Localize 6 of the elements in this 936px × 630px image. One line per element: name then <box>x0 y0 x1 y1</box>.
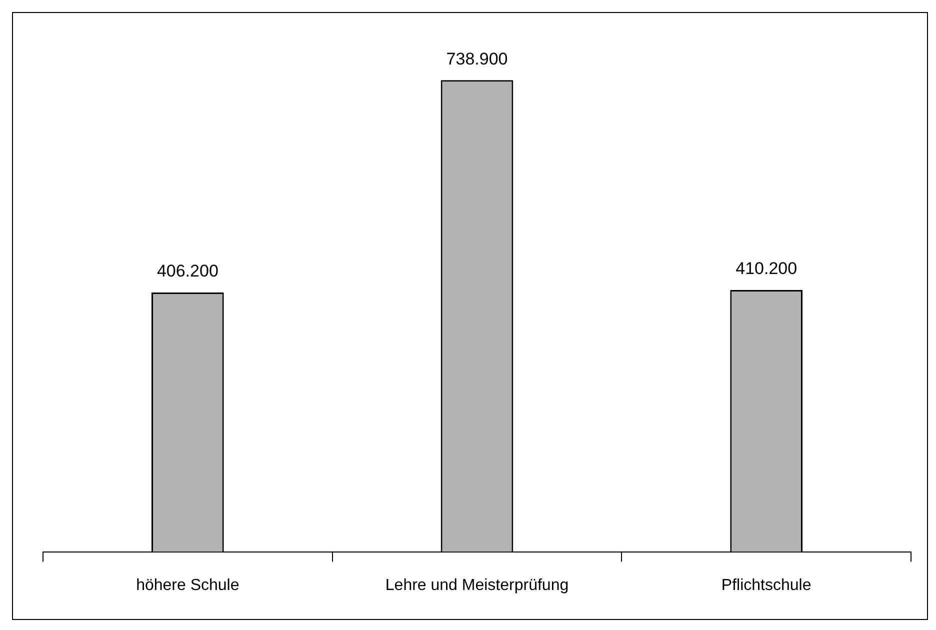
data-label: 406.200 <box>156 262 218 281</box>
data-label: 738.900 <box>446 49 508 68</box>
x-tick-label: Pflichtschule <box>721 576 812 594</box>
x-tick-label: Lehre und Meisterprüfung <box>385 576 569 594</box>
x-tick-label: höhere Schule <box>136 576 240 594</box>
data-label: 410.200 <box>736 259 798 278</box>
